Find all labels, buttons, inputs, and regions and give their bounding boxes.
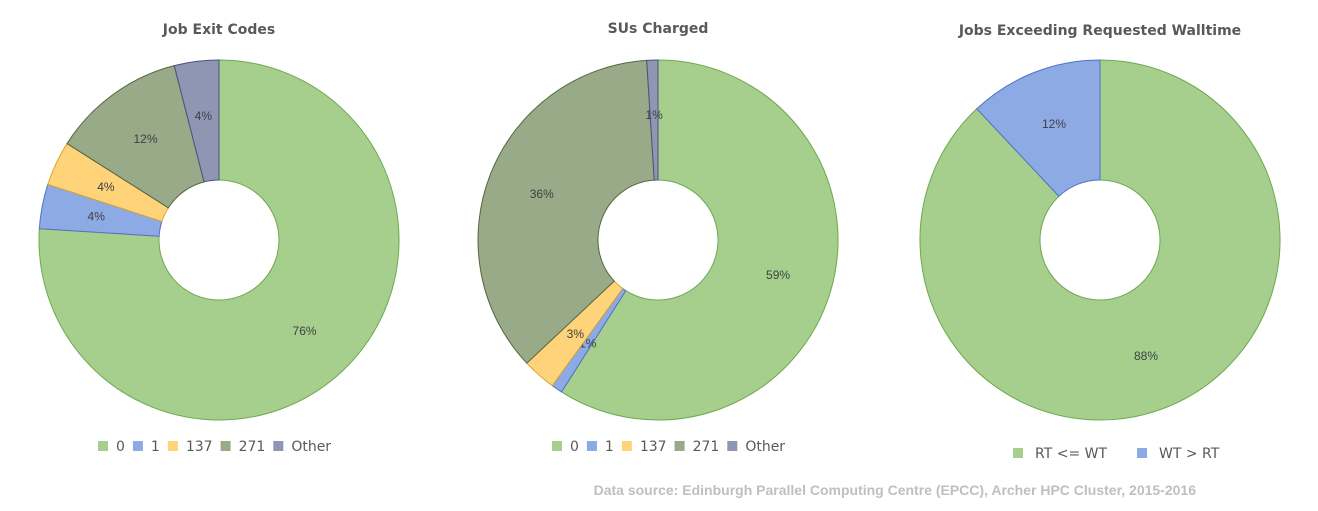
- legend-swatch: [132, 441, 143, 451]
- legend-entry: RT <= WT: [1035, 446, 1107, 462]
- legend-swatch: [167, 441, 178, 451]
- legend-swatch: [1137, 448, 1148, 458]
- legend-entry: 271: [693, 439, 720, 455]
- slice-label: 12%: [134, 132, 158, 146]
- donut-slice-rt-wt: [919, 59, 1281, 421]
- donut-slice-other: [173, 59, 220, 183]
- chart-legend: RT <= WT WT > RT: [1013, 446, 1220, 462]
- donut-slice-other: [646, 59, 659, 181]
- legend-entry: 1: [605, 439, 614, 455]
- legend-swatch: [98, 441, 108, 451]
- legend-swatch: [586, 441, 597, 451]
- legend-swatch: [674, 441, 685, 451]
- chart-title: Jobs Exceeding Requested Walltime: [958, 23, 1241, 39]
- slice-label: 59%: [766, 268, 790, 282]
- legend-entry: Other: [291, 439, 331, 455]
- slice-label: 12%: [1042, 117, 1066, 131]
- chart-title: SUs Charged: [608, 21, 709, 37]
- legend-entry: Other: [745, 439, 785, 455]
- donut-slice-0: [560, 59, 839, 421]
- legend-entry: 1: [151, 439, 160, 455]
- legend-swatch: [727, 441, 738, 451]
- legend-entry: 271: [239, 439, 266, 455]
- donut-slice-271: [477, 59, 655, 364]
- legend-swatch: [1013, 448, 1023, 458]
- slice-label: 3%: [567, 327, 585, 341]
- legend-entry: 137: [640, 439, 667, 455]
- donut-slice-0: [38, 59, 400, 421]
- chart-legend: 0 1 137 271 Other: [98, 439, 331, 455]
- donut-slice-271: [66, 65, 205, 209]
- legend-entry: 137: [186, 439, 213, 455]
- legend-entry: WT > RT: [1159, 446, 1220, 462]
- chart-title: Job Exit Codes: [162, 22, 275, 38]
- data-source-note: Data source: Edinburgh Parallel Computin…: [594, 482, 1197, 498]
- legend-swatch: [220, 441, 231, 451]
- slice-label: 36%: [530, 187, 554, 201]
- legend-entry: 0: [570, 439, 579, 455]
- slice-label: 76%: [293, 324, 317, 338]
- legend-swatch: [273, 441, 284, 451]
- slice-label: 4%: [97, 180, 115, 194]
- donut-chart-1: Job Exit Codes 76% 4% 4% 12% 4% 0 1 137 271 Other: [38, 22, 400, 455]
- slice-label: 88%: [1134, 349, 1158, 363]
- slice-label: 4%: [88, 210, 106, 224]
- donut-slice-wt-rt: [976, 59, 1101, 197]
- legend-swatch: [552, 441, 562, 451]
- legend-swatch: [621, 441, 632, 451]
- chart-legend: 0 1 137 271 Other: [552, 439, 785, 455]
- slice-label: 1%: [645, 108, 663, 122]
- slice-label: 4%: [195, 109, 213, 123]
- legend-entry: 0: [116, 439, 125, 455]
- donut-chart-3: Jobs Exceeding Requested Walltime 88% 12% R…: [919, 23, 1281, 462]
